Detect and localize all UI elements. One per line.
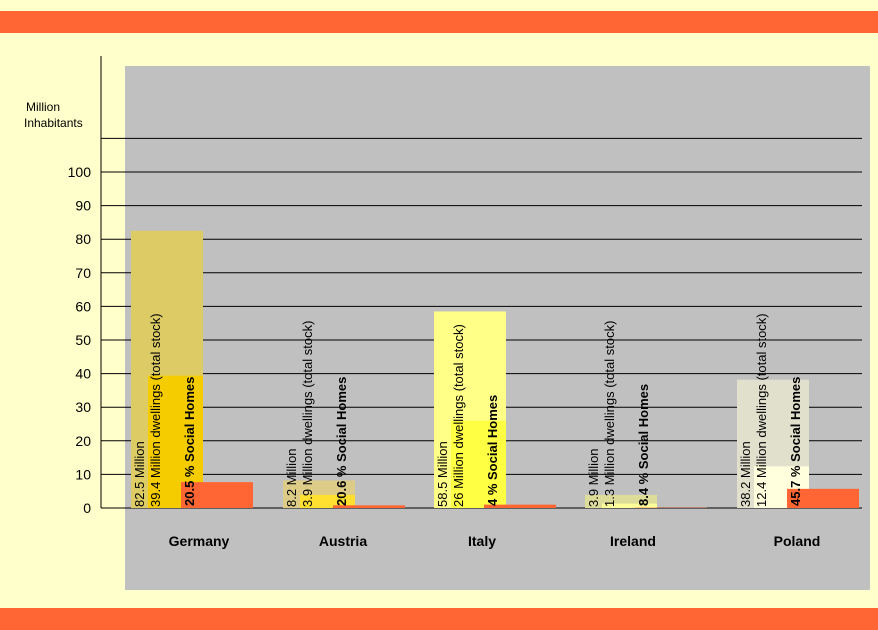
y-tick-labels: 0 10 20 30 40 50 60 70 80 90 100 xyxy=(68,164,92,516)
y-axis-title-line2: Inhabitants xyxy=(24,116,83,130)
bar-label: 82.5 Million xyxy=(132,441,147,507)
bar-label: 39.4 Million dwellings (total stock) xyxy=(148,313,163,507)
y-tick-label: 70 xyxy=(75,265,91,281)
y-axis-title-line1: Million xyxy=(26,100,60,114)
category-label: Ireland xyxy=(610,533,656,549)
bar-label: 38.2 Million xyxy=(738,441,753,507)
bar-label: 26 Million dwellings (total stock) xyxy=(451,324,466,507)
bar-label: 20.5 % Social Homes xyxy=(182,377,197,506)
bar-label: 4 % Social Homes xyxy=(485,395,500,506)
y-tick-label: 30 xyxy=(75,399,91,415)
y-tick-label: 10 xyxy=(75,466,91,482)
category-label: Germany xyxy=(169,533,230,549)
y-tick-label: 90 xyxy=(75,198,91,214)
bar-label: 1.3 Million dwellings (total stock) xyxy=(602,321,617,507)
y-tick-label: 50 xyxy=(75,332,91,348)
category-label: Italy xyxy=(468,533,496,549)
bar-label: 45.7 % Social Homes xyxy=(788,377,803,506)
category-label: Austria xyxy=(319,533,367,549)
bar-label: 8.2 Million xyxy=(284,448,299,507)
y-tick-label: 100 xyxy=(68,164,92,180)
bar-label: 3.9 Million xyxy=(586,448,601,507)
y-tick-label: 60 xyxy=(75,298,91,314)
bar-label: 3.9 Million dwellings (total stock) xyxy=(300,321,315,507)
bar-label: 20.6 % Social Homes xyxy=(334,377,349,506)
bar-label: 12.4 Million dwellings (total stock) xyxy=(754,313,769,507)
category-label: Poland xyxy=(774,533,821,549)
y-tick-label: 40 xyxy=(75,366,91,382)
y-tick-label: 80 xyxy=(75,231,91,247)
bar-label: 58.5 Million xyxy=(435,441,450,507)
bar-label: 8.4 % Social Homes xyxy=(636,384,651,506)
y-tick-label: 0 xyxy=(83,500,91,516)
y-tick-label: 20 xyxy=(75,433,91,449)
